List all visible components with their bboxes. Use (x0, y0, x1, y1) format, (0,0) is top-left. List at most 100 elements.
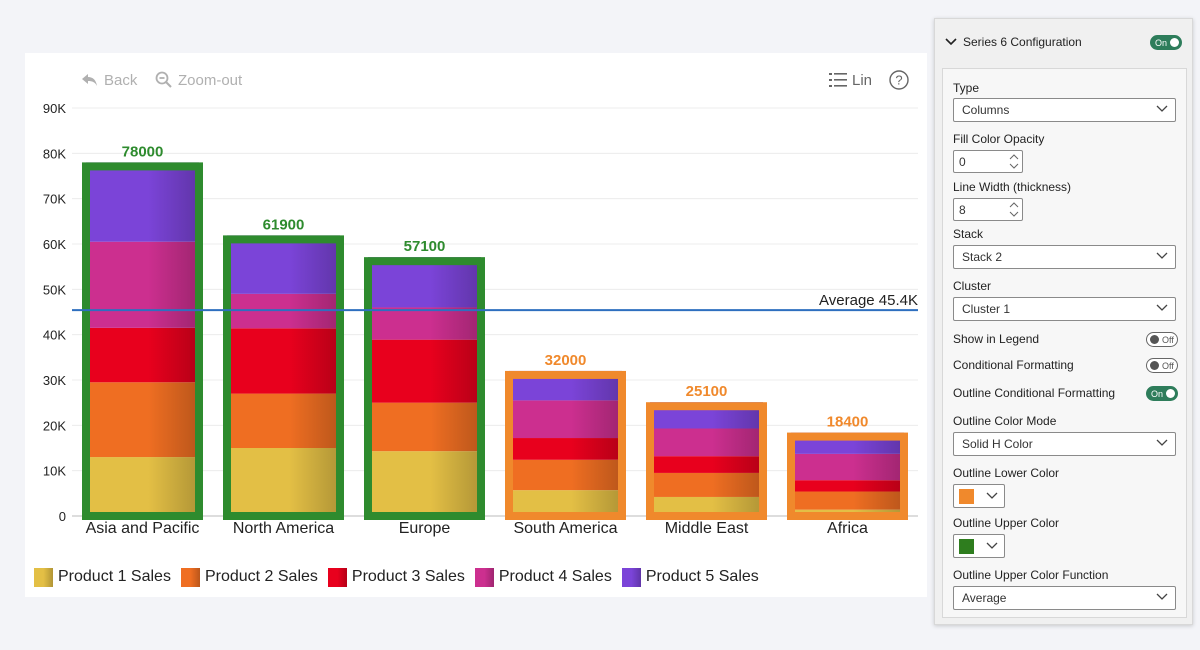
chevron-down-icon (986, 492, 998, 499)
data-label: 57100 (404, 238, 446, 255)
bar-outline (223, 235, 344, 521)
chevron-down-icon (1156, 304, 1168, 311)
bar-segment (650, 496, 763, 516)
legend-swatch (621, 567, 641, 587)
zoom-out-icon (155, 71, 172, 88)
legend-swatch (34, 567, 53, 587)
legend-label: Product 5 Sales (645, 568, 759, 585)
cond-format-label: Conditional Formatting (953, 358, 1074, 372)
bar-segment (86, 457, 199, 516)
legend-item[interactable]: Product 1 Sales (34, 567, 171, 587)
bar-segment (509, 490, 622, 516)
outline-cond-label: Outline Conditional Formatting (953, 386, 1116, 400)
bar-outline (364, 257, 485, 520)
bar-segment (509, 459, 622, 491)
scale-toggle-button[interactable]: Lin (829, 69, 872, 91)
stepper-arrows-icon[interactable] (1009, 153, 1019, 170)
outline-fn-label: Outline Upper Color Function (953, 568, 1109, 582)
legend-label: Product 1 Sales (58, 568, 171, 585)
outline-fn-select[interactable]: Average (953, 586, 1176, 610)
outline-lower-label: Outline Lower Color (953, 466, 1060, 480)
x-tick-label: Asia and Pacific (86, 520, 200, 537)
legend-item[interactable]: Product 4 Sales (474, 567, 612, 587)
cluster-select[interactable]: Cluster 1 (953, 297, 1176, 321)
chevron-down-icon (1156, 593, 1168, 600)
bar-segment (227, 393, 340, 448)
chevron-down-icon[interactable] (945, 38, 957, 46)
data-label: 78000 (122, 143, 164, 160)
chart-toolbar: Back Zoom-out Lin ? (25, 53, 927, 107)
chevron-down-icon (1156, 105, 1168, 112)
outline-mode-select[interactable]: Solid H Color (953, 432, 1176, 456)
legend-item[interactable]: Product 2 Sales (180, 567, 318, 587)
chevron-down-icon (1156, 439, 1168, 446)
bar-segment (86, 327, 199, 383)
outline-upper-color-picker[interactable] (953, 534, 1005, 558)
back-button[interactable]: Back (81, 69, 137, 91)
help-button[interactable]: ? (889, 69, 914, 91)
bar-outline (646, 402, 767, 521)
bar-segment (368, 451, 481, 516)
line-width-label: Line Width (thickness) (953, 180, 1072, 194)
bar-segment (791, 453, 904, 481)
y-tick-label: 60K (43, 237, 66, 252)
stepper-arrows-icon[interactable] (1009, 201, 1019, 218)
list-icon (829, 73, 847, 87)
y-tick-label: 90K (43, 101, 66, 116)
bar-segment (368, 307, 481, 340)
zoom-out-button[interactable]: Zoom-out (155, 69, 242, 91)
type-select[interactable]: Columns (953, 98, 1176, 122)
color-swatch (959, 489, 974, 504)
legend-item[interactable]: Product 5 Sales (621, 567, 759, 587)
help-icon: ? (889, 70, 909, 90)
bar-segment (791, 480, 904, 492)
bar-outline (505, 370, 626, 520)
bar-segment (650, 456, 763, 473)
data-label: 25100 (686, 383, 728, 400)
stack-select[interactable]: Stack 2 (953, 245, 1176, 269)
cluster-label: Cluster (953, 279, 992, 293)
chart-legend: Product 1 Sales Product 2 Sales Product 3 … (34, 566, 769, 588)
chevron-down-icon (1156, 252, 1168, 259)
line-width-stepper[interactable]: 8 (953, 198, 1023, 221)
y-tick-label: 50K (43, 282, 66, 297)
panel-header[interactable]: Series 6 Configuration On (935, 19, 1192, 65)
y-tick-label: 80K (43, 146, 66, 161)
outline-lower-color-picker[interactable] (953, 484, 1005, 508)
legend-label: Product 4 Sales (498, 568, 612, 585)
back-label: Back (104, 71, 138, 89)
bar-segment (227, 235, 340, 294)
scale-label: Lin (852, 71, 873, 89)
outline-upper-label: Outline Upper Color (953, 516, 1060, 530)
show-legend-toggle[interactable]: Off (1146, 332, 1178, 347)
average-label: Average 45.4K (819, 292, 918, 309)
y-tick-label: 20K (43, 418, 66, 433)
bar-segment (791, 491, 904, 510)
legend-label: Product 3 Sales (351, 568, 465, 585)
zoom-out-label: Zoom-out (178, 71, 243, 89)
legend-swatch (327, 567, 347, 587)
bar-segment (368, 339, 481, 403)
bar-segment (509, 438, 622, 460)
cond-format-toggle[interactable]: Off (1146, 358, 1178, 373)
outline-cond-toggle[interactable]: On (1146, 386, 1178, 401)
fill-opacity-stepper[interactable]: 0 (953, 150, 1023, 173)
svg-text:?: ? (895, 73, 902, 88)
legend-item[interactable]: Product 3 Sales (327, 567, 465, 587)
series-enabled-toggle[interactable]: On (1150, 35, 1182, 50)
show-legend-label: Show in Legend (953, 332, 1040, 346)
chart-card: Back Zoom-out Lin ? 0 10K 20K 30K 40K 50K 60K 7… (25, 53, 927, 597)
panel-body: Type Columns Fill Color Opacity 0 Line W… (942, 68, 1187, 618)
x-tick-label: Middle East (665, 520, 749, 537)
bar-segment (509, 400, 622, 439)
y-tick-label: 70K (43, 192, 66, 207)
bar-segment (86, 382, 199, 458)
data-label: 32000 (545, 352, 587, 369)
bar-segment (86, 162, 199, 242)
chevron-down-icon (986, 542, 998, 549)
back-arrow-icon (82, 74, 97, 86)
bar-segment (650, 472, 763, 497)
bar-segment (227, 328, 340, 394)
y-tick-label: 40K (43, 328, 66, 343)
legend-swatch (474, 567, 494, 587)
